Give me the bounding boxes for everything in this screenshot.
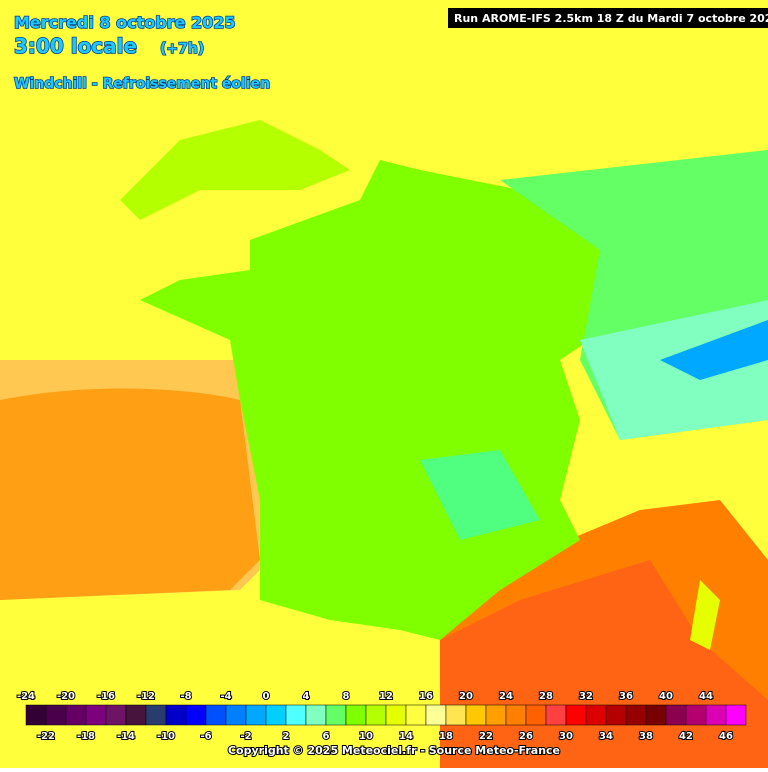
legend-cell bbox=[65, 704, 87, 726]
legend-cell bbox=[545, 704, 567, 726]
legend-label: 40 bbox=[659, 691, 673, 702]
biscay bbox=[0, 388, 260, 600]
run: Run AROME-IFS 2.5km 18 Z du Mardi 7 octo… bbox=[454, 12, 768, 25]
legend-cell bbox=[345, 704, 367, 726]
time: 3:00 locale bbox=[14, 34, 137, 58]
legend-label: -20 bbox=[57, 691, 75, 702]
legend-cell bbox=[605, 704, 627, 726]
legend-label: -12 bbox=[137, 691, 155, 702]
legend-label: 8 bbox=[343, 691, 350, 702]
legend-label: 34 bbox=[599, 731, 613, 742]
legend-cell bbox=[445, 704, 467, 726]
legend-cell bbox=[205, 704, 227, 726]
legend-label: -24 bbox=[17, 691, 35, 702]
alps-cold bbox=[660, 320, 768, 380]
legend-label: -14 bbox=[117, 731, 135, 742]
legend-label: 22 bbox=[479, 731, 493, 742]
legend-cell bbox=[585, 704, 607, 726]
legend-label: 20 bbox=[459, 691, 473, 702]
legend-label: 18 bbox=[439, 731, 453, 742]
legend-cell bbox=[125, 704, 147, 726]
legend-label: 32 bbox=[579, 691, 593, 702]
alps bbox=[580, 300, 768, 440]
legend-cell bbox=[45, 704, 67, 726]
legend-cell bbox=[305, 704, 327, 726]
legend-cell bbox=[725, 704, 747, 726]
legend-label: 14 bbox=[399, 731, 413, 742]
legend-cell bbox=[145, 704, 167, 726]
date: Mercredi 8 octobre 2025 bbox=[14, 13, 236, 32]
legend-cell bbox=[25, 704, 47, 726]
corsica bbox=[690, 580, 720, 650]
legend-cell bbox=[645, 704, 667, 726]
legend-label: 28 bbox=[539, 691, 553, 702]
legend-label: 16 bbox=[419, 691, 433, 702]
legend-label: 38 bbox=[639, 731, 653, 742]
legend-cell bbox=[485, 704, 507, 726]
legend-label: 44 bbox=[699, 691, 713, 702]
legend-label: 24 bbox=[499, 691, 513, 702]
parameter: Windchill - Refroissement éolien bbox=[14, 76, 270, 92]
legend-cell bbox=[565, 704, 587, 726]
legend-label: -10 bbox=[157, 731, 175, 742]
legend-label: 2 bbox=[283, 731, 290, 742]
legend: -24-22-20-18-16-14-12-10-8-6-4-202468101… bbox=[16, 690, 747, 743]
legend-label: 6 bbox=[323, 731, 330, 742]
legend-label: 0 bbox=[263, 691, 270, 702]
legend-label: 46 bbox=[719, 731, 733, 742]
offset: (+7h) bbox=[160, 41, 204, 57]
legend-cell bbox=[505, 704, 527, 726]
legend-cell bbox=[325, 704, 347, 726]
legend-label: -16 bbox=[97, 691, 115, 702]
legend-cell bbox=[365, 704, 387, 726]
legend-cell bbox=[425, 704, 447, 726]
legend-cell bbox=[85, 704, 107, 726]
legend-cell bbox=[625, 704, 647, 726]
legend-cell bbox=[265, 704, 287, 726]
legend-cell bbox=[385, 704, 407, 726]
legend-label: 4 bbox=[303, 691, 310, 702]
legend-cell bbox=[185, 704, 207, 726]
legend-label: 26 bbox=[519, 731, 533, 742]
legend-cell bbox=[525, 704, 547, 726]
legend-label: -2 bbox=[240, 731, 251, 742]
legend-label: 30 bbox=[559, 731, 573, 742]
legend-label: -6 bbox=[200, 731, 211, 742]
legend-cell bbox=[665, 704, 687, 726]
legend-label: 36 bbox=[619, 691, 633, 702]
run-box bbox=[448, 8, 768, 28]
legend-label: -8 bbox=[180, 691, 191, 702]
legend-cell bbox=[105, 704, 127, 726]
legend-cell bbox=[465, 704, 487, 726]
legend-label: -18 bbox=[77, 731, 95, 742]
legend-cell bbox=[165, 704, 187, 726]
england bbox=[120, 120, 350, 220]
legend-label: -22 bbox=[37, 731, 55, 742]
legend-label: 10 bbox=[359, 731, 373, 742]
legend-label: -4 bbox=[220, 691, 231, 702]
legend-cell bbox=[225, 704, 247, 726]
legend-cell bbox=[245, 704, 267, 726]
legend-label: 42 bbox=[679, 731, 693, 742]
legend-cell bbox=[705, 704, 727, 726]
legend-cell bbox=[285, 704, 307, 726]
legend-cell bbox=[405, 704, 427, 726]
legend-label: 12 bbox=[379, 691, 393, 702]
legend-cell bbox=[685, 704, 707, 726]
copyright: Copyright © 2025 Meteociel.fr - Source M… bbox=[228, 744, 560, 757]
massif-central bbox=[420, 450, 540, 540]
